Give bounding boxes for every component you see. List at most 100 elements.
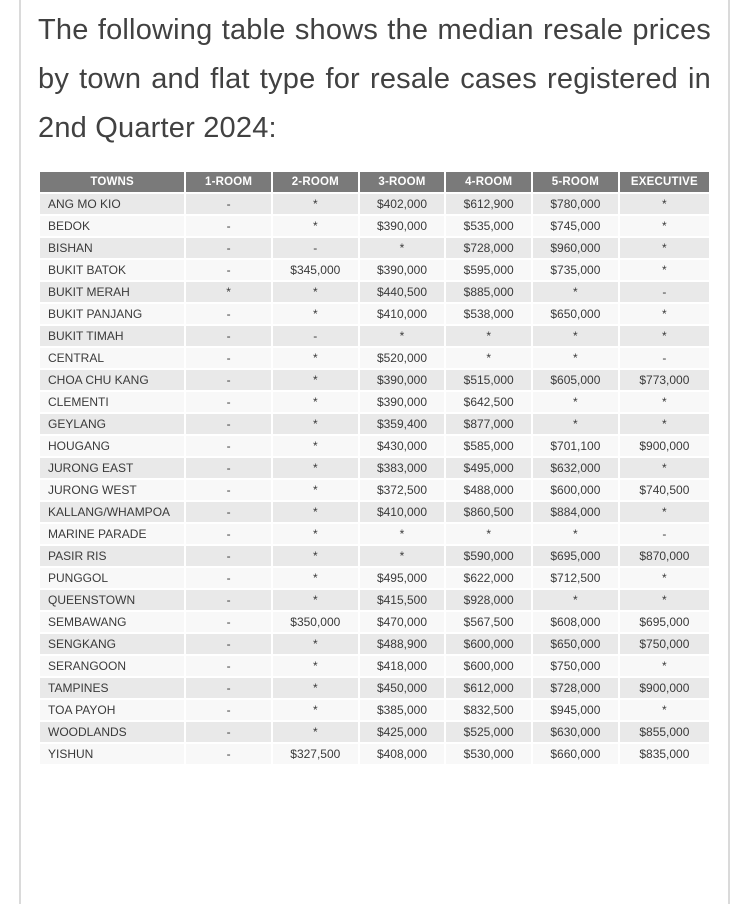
- price-cell: $945,000: [531, 698, 620, 722]
- price-cell: $488,000: [444, 478, 534, 502]
- price-cell: *: [617, 236, 712, 260]
- price-cell: *: [617, 192, 712, 216]
- price-cell: *: [444, 324, 534, 348]
- price-cell: $900,000: [617, 676, 712, 700]
- price-cell: $928,000: [444, 588, 534, 612]
- price-cell: *: [270, 522, 360, 546]
- price-cell: *: [270, 214, 360, 238]
- price-cell: $877,000: [444, 412, 534, 436]
- price-cell: $650,000: [531, 632, 620, 656]
- table-row: WOODLANDS - * $425,000 $525,000 $630,000 $855,…: [37, 720, 712, 744]
- price-cell: $701,100: [531, 434, 620, 458]
- town-cell: TOA PAYOH: [37, 698, 187, 722]
- price-cell: $855,000: [617, 720, 712, 744]
- price-cell: -: [184, 676, 273, 700]
- table-row: BUKIT BATOK - $345,000 $390,000 $595,000 $735…: [37, 258, 712, 282]
- price-cell: $372,500: [357, 478, 447, 502]
- price-cell: $773,000: [617, 368, 712, 392]
- price-cell: -: [184, 632, 273, 656]
- price-cell: -: [270, 236, 360, 260]
- price-cell: *: [617, 214, 712, 238]
- price-cell: $835,000: [617, 742, 712, 766]
- town-cell: GEYLANG: [37, 412, 187, 436]
- price-cell: $408,000: [357, 742, 447, 766]
- price-cell: *: [270, 676, 360, 700]
- table-row: JURONG WEST - * $372,500 $488,000 $600,000 $74…: [37, 478, 712, 502]
- price-cell: $622,000: [444, 566, 534, 590]
- price-cell: -: [184, 456, 273, 480]
- price-cell: $612,900: [444, 192, 534, 216]
- price-cell: -: [184, 500, 273, 524]
- price-cell: $900,000: [617, 434, 712, 458]
- price-cell: $425,000: [357, 720, 447, 744]
- price-cell: $728,000: [444, 236, 534, 260]
- price-cell: $750,000: [531, 654, 620, 678]
- price-cell: -: [184, 368, 273, 392]
- price-cell: $515,000: [444, 368, 534, 392]
- price-cell: $832,500: [444, 698, 534, 722]
- town-cell: QUEENSTOWN: [37, 588, 187, 612]
- price-cell: *: [617, 698, 712, 722]
- price-cell: $390,000: [357, 214, 447, 238]
- price-cell: -: [184, 742, 273, 766]
- price-cell: $430,000: [357, 434, 447, 458]
- price-cell: -: [184, 390, 273, 414]
- town-cell: KALLANG/WHAMPOA: [37, 500, 187, 524]
- table-row: TOA PAYOH - * $385,000 $832,500 $945,000 *: [37, 698, 712, 722]
- price-cell: *: [357, 236, 447, 260]
- price-cell: *: [531, 588, 620, 612]
- price-cell: $450,000: [357, 676, 447, 700]
- price-cell: -: [184, 566, 273, 590]
- price-cell: $585,000: [444, 434, 534, 458]
- price-cell: *: [531, 412, 620, 436]
- price-cell: *: [270, 654, 360, 678]
- price-cell: $535,000: [444, 214, 534, 238]
- price-cell: *: [617, 500, 712, 524]
- column-header-executive: EXECUTIVE: [617, 170, 712, 194]
- price-cell: *: [270, 566, 360, 590]
- price-cell: $884,000: [531, 500, 620, 524]
- price-cell: $695,000: [617, 610, 712, 634]
- price-cell: *: [617, 324, 712, 348]
- town-cell: CLEMENTI: [37, 390, 187, 414]
- price-cell: *: [617, 566, 712, 590]
- price-cell: $418,000: [357, 654, 447, 678]
- price-cell: *: [270, 192, 360, 216]
- town-cell: JURONG WEST: [37, 478, 187, 502]
- price-cell: *: [357, 544, 447, 568]
- price-cell: *: [444, 522, 534, 546]
- price-cell: $359,400: [357, 412, 447, 436]
- price-cell: -: [184, 434, 273, 458]
- price-cell: *: [617, 390, 712, 414]
- column-header-towns: TOWNS: [37, 170, 187, 194]
- price-cell: *: [617, 654, 712, 678]
- table-row: BUKIT TIMAH - - * * * *: [37, 324, 712, 348]
- price-cell: $567,500: [444, 610, 534, 634]
- price-cell: $390,000: [357, 258, 447, 282]
- price-cell: *: [357, 522, 447, 546]
- price-cell: $495,000: [444, 456, 534, 480]
- town-cell: PASIR RIS: [37, 544, 187, 568]
- price-cell: $415,500: [357, 588, 447, 612]
- town-cell: BUKIT MERAH: [37, 280, 187, 304]
- price-cell: -: [184, 346, 273, 370]
- price-cell: $530,000: [444, 742, 534, 766]
- price-cell: -: [184, 544, 273, 568]
- town-cell: SENGKANG: [37, 632, 187, 656]
- table-row: TAMPINES - * $450,000 $612,000 $728,000 $900,0…: [37, 676, 712, 700]
- price-cell: $390,000: [357, 390, 447, 414]
- price-cell: $612,000: [444, 676, 534, 700]
- price-cell: *: [270, 544, 360, 568]
- table-row: YISHUN - $327,500 $408,000 $530,000 $660,000 $…: [37, 742, 712, 766]
- price-cell: -: [184, 412, 273, 436]
- table-row: QUEENSTOWN - * $415,500 $928,000 * *: [37, 588, 712, 612]
- town-cell: SERANGOON: [37, 654, 187, 678]
- price-cell: $470,000: [357, 610, 447, 634]
- price-cell: $383,000: [357, 456, 447, 480]
- table-row: CHOA CHU KANG - * $390,000 $515,000 $605,000 $…: [37, 368, 712, 392]
- price-cell: -: [184, 214, 273, 238]
- price-cell: *: [531, 390, 620, 414]
- price-cell: *: [270, 478, 360, 502]
- price-cell: $860,500: [444, 500, 534, 524]
- price-cell: *: [531, 346, 620, 370]
